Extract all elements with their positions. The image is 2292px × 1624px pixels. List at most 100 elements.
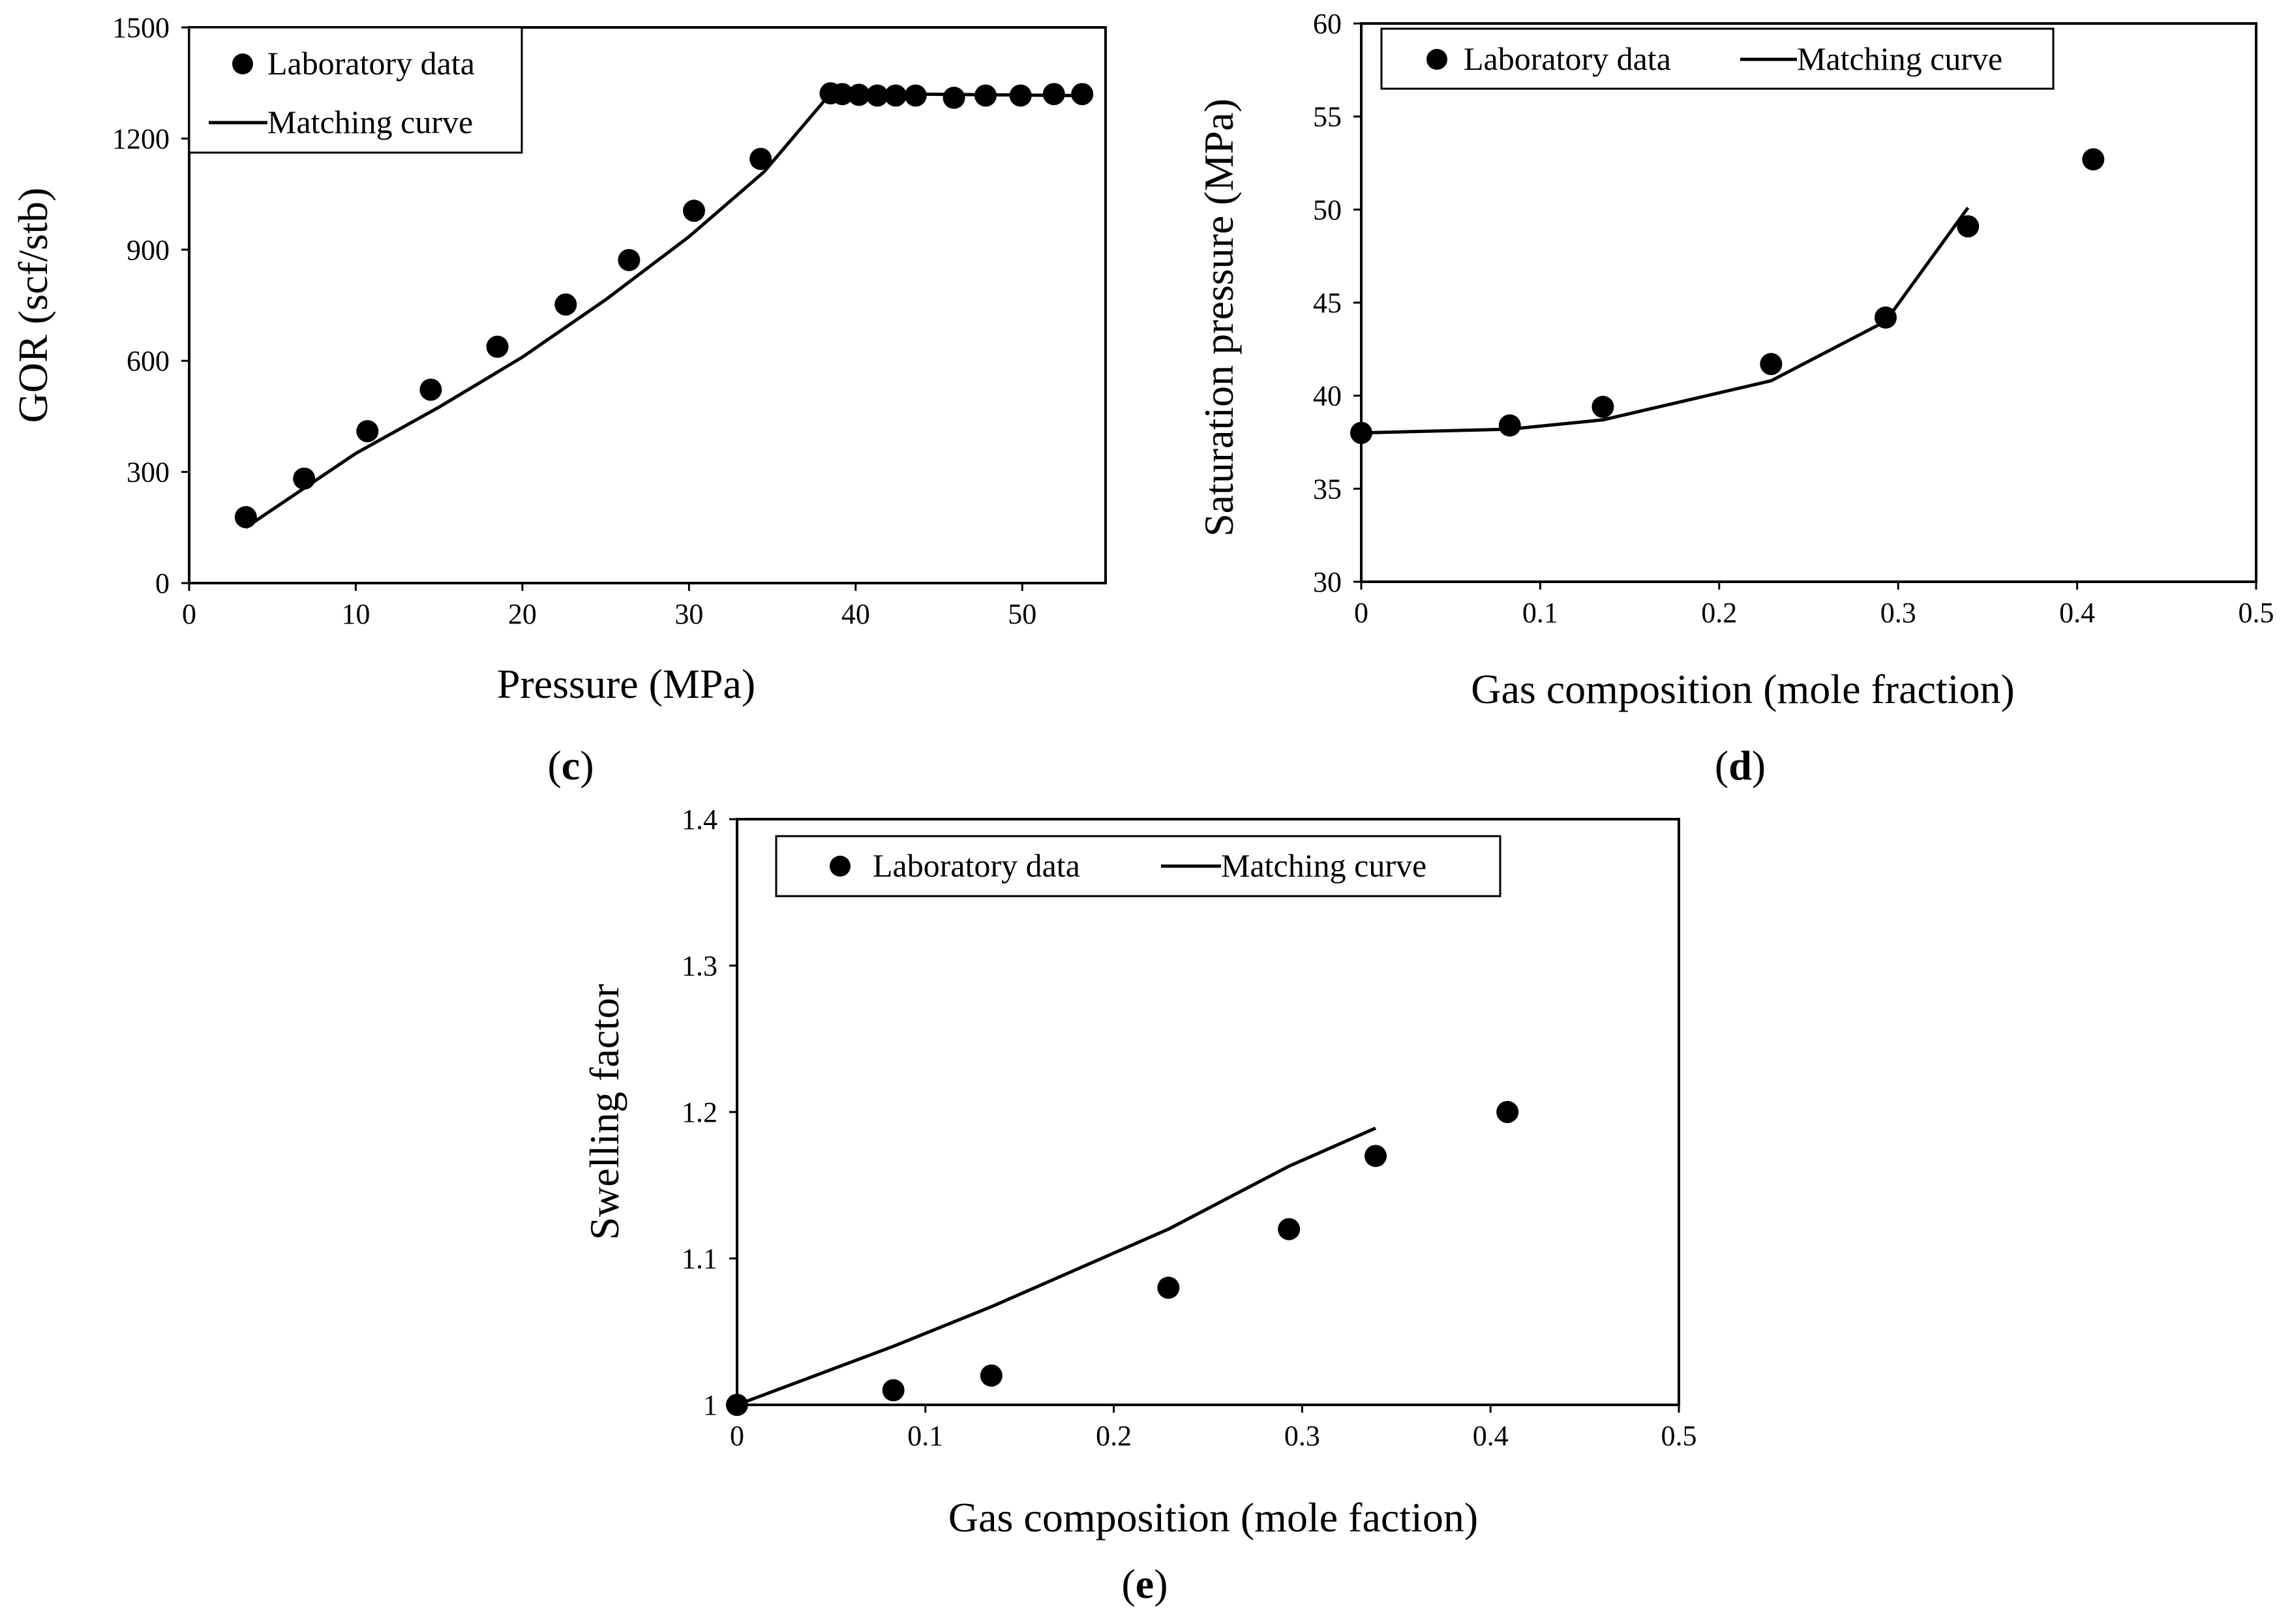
y-tick-label-c: 900: [127, 234, 170, 266]
x-tick-label-c: 50: [1008, 598, 1036, 630]
x-tick-label-c: 20: [508, 598, 537, 630]
x-tick-label-d: 0.4: [2059, 597, 2095, 629]
x-axis-label-d: Gas composition (mole fraction): [1471, 666, 2015, 712]
y-axis-label-e: Swelling factor: [581, 984, 627, 1241]
panel-label-c: (c): [547, 742, 594, 789]
y-tick-label-d: 50: [1313, 194, 1342, 226]
laboratory-data-point-c: [419, 378, 442, 401]
laboratory-data-point-c: [942, 86, 965, 109]
legend-e: Laboratory data Matching curve: [775, 835, 1501, 897]
laboratory-data-point-e: [1157, 1276, 1180, 1299]
legend-box-e: [775, 835, 1501, 897]
laboratory-data-point-e: [882, 1379, 905, 1402]
plot-area-d: [1360, 22, 2257, 583]
matching-curve-line-e: [736, 1126, 1377, 1407]
chart-panel-d: 0 0.1 0.2 0.3 0.4 0.5 30 35 40 45 50 55 60 Laborator…: [1196, 8, 2274, 789]
laboratory-data-point-e: [1278, 1218, 1301, 1241]
plot-area-c: [188, 26, 1107, 584]
y-axis-label-d: Saturation pressure (MPa): [1196, 98, 1242, 537]
chart-panel-c: 0 10 20 30 40 50 0 300 600 900 1200 1500 Laboratory…: [10, 12, 1107, 789]
x-tick-label-e: 0.5: [1661, 1420, 1697, 1452]
y-tick-label-e: 1.1: [682, 1243, 717, 1275]
laboratory-data-point-c: [1071, 83, 1094, 106]
x-tick-label-d: 0.2: [1701, 597, 1737, 629]
y-tick-label-d: 35: [1313, 473, 1342, 505]
y-tick-label-c: 600: [127, 345, 170, 377]
y-tick-label-c: 1200: [112, 123, 170, 155]
y-tick-label-d: 45: [1313, 287, 1342, 319]
laboratory-data-point-c: [974, 84, 997, 107]
laboratory-data-point-c: [356, 420, 379, 443]
laboratory-data-point-c: [831, 83, 854, 106]
laboratory-data-point-e: [1365, 1145, 1387, 1167]
y-tick-label-d: 30: [1313, 566, 1342, 598]
x-tick-label-e: 0.1: [907, 1420, 943, 1452]
matching-curve-line-d: [1361, 207, 1970, 435]
laboratory-data-point-d: [1957, 215, 1980, 238]
laboratory-data-point-c: [554, 293, 577, 316]
laboratory-data-point-d: [1591, 395, 1614, 418]
y-tick-label-e: 1.2: [682, 1096, 717, 1128]
chart-panel-e: 0 0.1 0.2 0.3 0.4 0.5 1 1.1 1.2 1.3 1.4 Laboratory…: [581, 804, 1697, 1607]
x-tick-label-d: 0.1: [1522, 597, 1558, 629]
panel-label-e: (e): [1121, 1561, 1168, 1607]
x-tick-label-d: 0.5: [2239, 597, 2274, 629]
legend-box-d: [1380, 27, 2055, 90]
y-tick-label-d: 60: [1313, 8, 1342, 40]
laboratory-data-point-c: [866, 84, 889, 107]
y-tick-label-e: 1.3: [682, 950, 717, 982]
laboratory-data-point-d: [1874, 306, 1897, 329]
y-tick-label-c: 300: [127, 457, 170, 489]
x-tick-label-d: 0: [1354, 597, 1368, 629]
laboratory-data-point-d: [1498, 414, 1521, 437]
x-axis-label-c: Pressure (MPa): [497, 661, 755, 707]
laboratory-data-point-e: [726, 1394, 748, 1416]
panel-letter-d: d: [1728, 742, 1752, 789]
laboratory-data-point-c: [486, 335, 509, 358]
legend-label-matching-curve-c: Matching curve: [267, 104, 473, 140]
laboratory-data-point-c: [904, 84, 927, 107]
y-axis-label-c: GOR (scf/stb): [10, 188, 56, 423]
y-tick-label-d: 40: [1313, 380, 1342, 412]
x-tick-label-e: 0.2: [1096, 1420, 1132, 1452]
laboratory-data-point-c: [847, 83, 870, 106]
x-axis-label-e: Gas composition (mole faction): [948, 1494, 1478, 1541]
y-tick-label-d: 55: [1313, 101, 1342, 133]
y-tick-label-e: 1.4: [682, 804, 717, 835]
laboratory-data-point-c: [618, 248, 641, 271]
legend-marker-laboratory-data-d: [1426, 49, 1447, 70]
laboratory-data-point-c: [234, 505, 257, 528]
x-tick-label-c: 10: [341, 598, 370, 630]
laboratory-data-point-e: [1496, 1101, 1519, 1123]
x-tick-label-c: 40: [841, 598, 870, 630]
legend-marker-laboratory-data-e: [830, 856, 851, 877]
laboratory-data-point-d: [2082, 148, 2105, 171]
laboratory-data-point-d: [1350, 421, 1372, 444]
x-tick-label-e: 0.3: [1284, 1420, 1320, 1452]
panel-letter-c: c: [562, 742, 580, 789]
panel-label-d: (d): [1715, 742, 1766, 789]
y-tick-label-c: 0: [155, 567, 170, 599]
legend-label-matching-curve-d: Matching curve: [1797, 40, 2002, 77]
laboratory-data-point-c: [293, 467, 316, 490]
x-tick-label-e: 0.4: [1473, 1420, 1509, 1452]
x-tick-label-c: 0: [182, 598, 196, 630]
laboratory-data-point-c: [1042, 83, 1065, 106]
laboratory-data-point-c: [749, 147, 772, 170]
matching-curve-line-c: [245, 91, 1083, 529]
x-tick-label-c: 30: [674, 598, 703, 630]
legend-c: Laboratory data Matching curve: [188, 26, 523, 154]
laboratory-data-point-d: [1760, 353, 1783, 376]
legend-label-laboratory-data-d: Laboratory data: [1464, 40, 1671, 77]
x-tick-label-e: 0: [730, 1420, 744, 1452]
x-tick-label-d: 0.3: [1880, 597, 1916, 629]
legend-marker-laboratory-data-c: [232, 53, 253, 74]
legend-d: Laboratory data Matching curve: [1380, 27, 2055, 90]
legend-box-c: [188, 26, 523, 154]
laboratory-data-point-c: [884, 84, 907, 107]
legend-label-laboratory-data-e: Laboratory data: [873, 847, 1080, 884]
panel-letter-e: e: [1136, 1561, 1154, 1607]
plot-area-e: [736, 818, 1680, 1406]
laboratory-data-point-c: [1009, 84, 1032, 107]
